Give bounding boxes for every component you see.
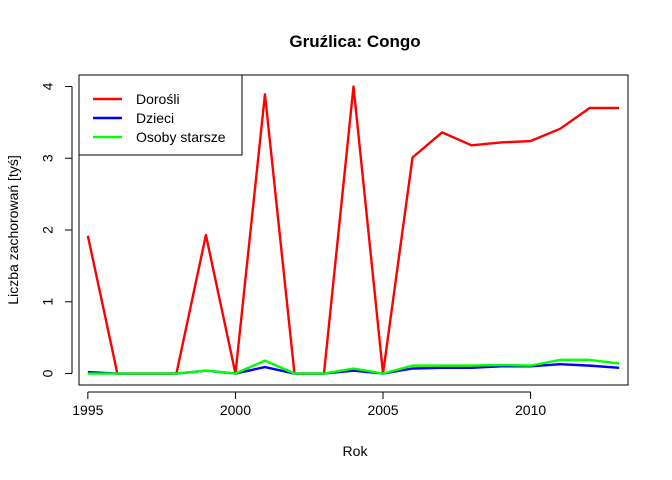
y-axis: 0 1 2 3 4 <box>40 82 73 377</box>
y-tick-label: 0 <box>40 369 56 377</box>
legend-label: Dzieci <box>136 110 174 126</box>
x-tick-label: 2005 <box>367 402 398 418</box>
legend-box <box>78 74 243 156</box>
x-axis: 1995 2000 2005 2010 <box>72 391 546 418</box>
series-line-2 <box>87 358 620 375</box>
x-axis-label: Rok <box>343 443 369 459</box>
y-tick-label: 1 <box>40 298 56 306</box>
y-axis-label: Liczba zachorowań [tyś] <box>5 155 21 304</box>
legend-label: Dorośli <box>136 91 180 107</box>
y-tick-label: 3 <box>40 154 56 162</box>
series-group <box>86 85 620 375</box>
y-tick-label: 2 <box>40 226 56 234</box>
legend: Dorośli Dzieci Osoby starsze <box>78 74 243 156</box>
x-tick-label: 2010 <box>515 402 546 418</box>
chart-title: Gruźlica: Congo <box>289 32 420 51</box>
plot-box <box>78 74 629 386</box>
legend-label: Osoby starsze <box>136 129 226 145</box>
y-tick-label: 4 <box>40 82 56 90</box>
x-tick-label: 2000 <box>220 402 251 418</box>
x-tick-label: 1995 <box>72 402 103 418</box>
